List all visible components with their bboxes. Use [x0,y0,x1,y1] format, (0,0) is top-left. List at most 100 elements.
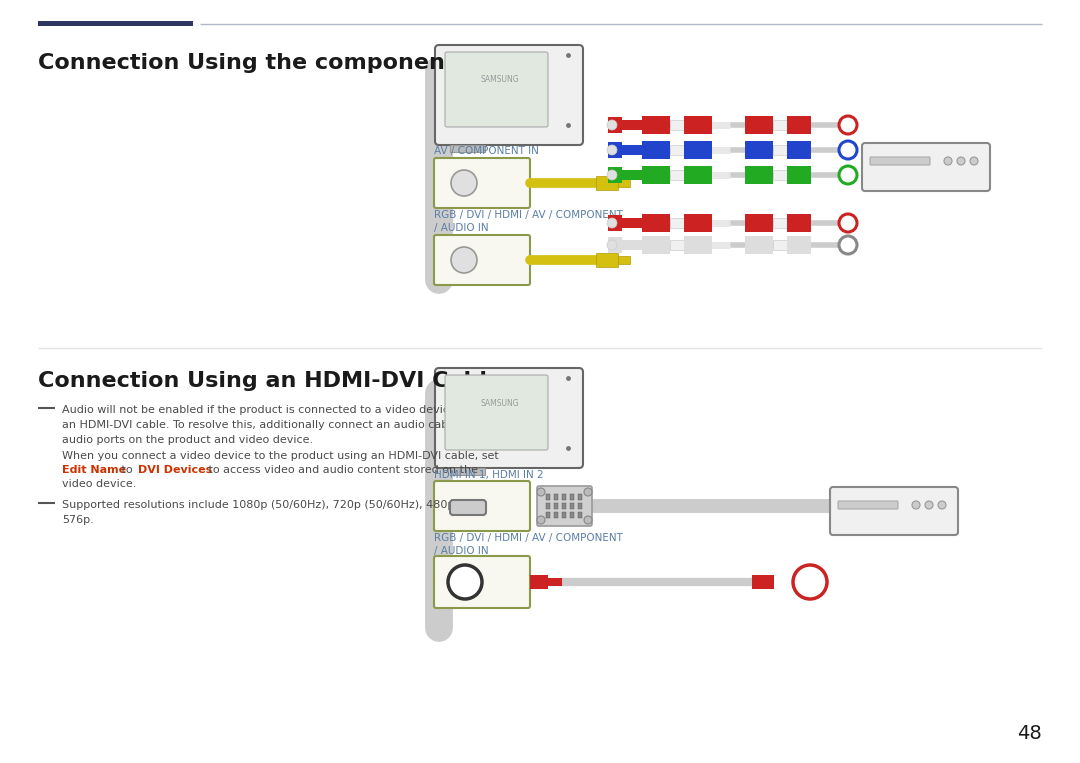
Bar [38,21,193,26]
Circle shape [537,516,545,524]
Text: RGB / DVI / HDMI / AV / COMPONENT
/ AUDIO IN: RGB / DVI / HDMI / AV / COMPONENT / AUDI… [434,533,623,556]
Bar [745,236,773,254]
Circle shape [584,488,592,496]
Circle shape [451,170,477,196]
Bar [773,218,787,228]
Text: RGB / DVI / HDMI / AV / COMPONENT
/ AUDIO IN: RGB / DVI / HDMI / AV / COMPONENT / AUDI… [434,210,623,233]
Bar [622,145,642,155]
FancyBboxPatch shape [445,375,548,450]
Circle shape [944,157,951,165]
Bar [570,494,573,500]
Bar [546,512,550,518]
Circle shape [448,565,482,599]
Text: Edit Name: Edit Name [62,465,126,475]
Circle shape [839,236,858,254]
Bar [608,237,622,253]
Circle shape [839,116,858,134]
Bar [787,116,811,134]
Circle shape [957,157,966,165]
Bar [570,503,573,509]
Bar [596,176,618,190]
Bar [546,494,550,500]
Bar [684,116,712,134]
Circle shape [793,565,827,599]
Bar [622,218,642,228]
FancyBboxPatch shape [434,158,530,208]
Bar [787,214,811,232]
Text: SAMSUNG: SAMSUNG [481,76,519,85]
FancyBboxPatch shape [537,486,592,526]
Bar [450,468,485,475]
FancyBboxPatch shape [870,157,930,165]
Bar [450,145,485,152]
Bar [684,236,712,254]
Bar [670,120,684,130]
Bar [642,214,670,232]
Text: Connection Using an HDMI-DVI Cable: Connection Using an HDMI-DVI Cable [38,371,502,391]
Bar [554,512,558,518]
Bar [773,170,787,180]
Circle shape [451,247,477,273]
Circle shape [607,170,617,180]
Bar [787,166,811,184]
FancyBboxPatch shape [434,235,530,285]
Text: DVI Devices: DVI Devices [138,465,213,475]
Bar [608,142,622,158]
FancyBboxPatch shape [434,556,530,608]
Bar [622,170,642,180]
Bar [670,170,684,180]
Text: When you connect a video device to the product using an HDMI-DVI cable, set: When you connect a video device to the p… [62,451,499,461]
Bar [670,218,684,228]
Bar [745,214,773,232]
Text: video device.: video device. [62,479,136,489]
FancyBboxPatch shape [831,487,958,535]
Bar [530,575,548,589]
Circle shape [970,157,978,165]
Circle shape [924,501,933,509]
Text: Supported resolutions include 1080p (50/60Hz), 720p (50/60Hz), 480p, and
576p.: Supported resolutions include 1080p (50/… [62,500,483,525]
FancyBboxPatch shape [862,143,990,191]
Bar [752,575,774,589]
Bar [596,253,618,267]
Text: Audio will not be enabled if the product is connected to a video device using
an: Audio will not be enabled if the product… [62,405,495,445]
Bar [642,141,670,159]
Bar [608,117,622,133]
FancyBboxPatch shape [445,52,548,127]
Text: HDMI IN 1, HDMI IN 2: HDMI IN 1, HDMI IN 2 [434,470,543,480]
Circle shape [839,141,858,159]
Bar [554,494,558,500]
Bar [642,116,670,134]
Text: AV / COMPONENT IN: AV / COMPONENT IN [434,146,539,156]
Bar [618,256,630,264]
Bar [622,120,642,130]
Bar [642,166,670,184]
Circle shape [584,516,592,524]
Bar [622,240,642,250]
Text: to: to [118,465,136,475]
Bar [773,120,787,130]
FancyBboxPatch shape [434,481,530,531]
Bar [618,179,630,187]
Bar [570,512,573,518]
Bar [562,503,566,509]
FancyBboxPatch shape [435,45,583,145]
Text: to access video and audio content stored on the: to access video and audio content stored… [205,465,478,475]
Bar [608,215,622,231]
Circle shape [607,120,617,130]
Bar [642,236,670,254]
Bar [787,236,811,254]
Circle shape [912,501,920,509]
Bar [608,167,622,183]
Text: Connection Using the component Cable: Connection Using the component Cable [38,53,534,73]
Bar [684,166,712,184]
Bar [548,578,562,586]
FancyBboxPatch shape [435,368,583,468]
Circle shape [839,166,858,184]
Bar [684,214,712,232]
Text: SAMSUNG: SAMSUNG [481,398,519,407]
Bar [773,145,787,155]
Bar [554,503,558,509]
Bar [578,512,582,518]
Bar [745,116,773,134]
FancyBboxPatch shape [450,500,486,515]
